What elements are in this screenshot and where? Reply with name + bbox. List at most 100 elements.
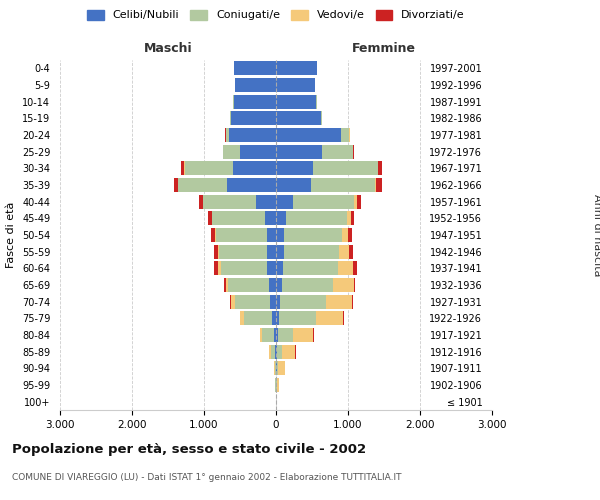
Bar: [185, 162, 233, 175]
Bar: [233, 162, 276, 175]
Bar: [276, 128, 341, 142]
Bar: [311, 178, 376, 192]
Bar: [244, 311, 272, 326]
Text: Anni di nascita: Anni di nascita: [592, 194, 600, 276]
Bar: [349, 244, 353, 259]
Bar: [276, 94, 316, 109]
Bar: [276, 361, 277, 376]
Bar: [211, 228, 215, 242]
Bar: [276, 344, 277, 359]
Bar: [239, 311, 241, 326]
Bar: [293, 194, 355, 209]
Bar: [277, 361, 278, 376]
Bar: [266, 261, 276, 276]
Text: Femmine: Femmine: [352, 42, 416, 55]
Bar: [333, 278, 354, 292]
Bar: [241, 311, 244, 326]
Bar: [226, 278, 229, 292]
Bar: [276, 62, 317, 76]
Bar: [283, 344, 295, 359]
Bar: [203, 194, 256, 209]
Bar: [284, 244, 340, 259]
Bar: [181, 162, 184, 175]
Bar: [271, 344, 275, 359]
Bar: [316, 311, 343, 326]
Bar: [276, 194, 293, 209]
Bar: [276, 144, 322, 159]
Legend: Celibi/Nubili, Coniugati/e, Vedovi/e, Divorziati/e: Celibi/Nubili, Coniugati/e, Vedovi/e, Di…: [87, 10, 465, 20]
Bar: [266, 228, 276, 242]
Bar: [221, 261, 266, 276]
Bar: [352, 294, 353, 308]
Bar: [276, 211, 286, 226]
Bar: [320, 112, 322, 126]
Bar: [229, 278, 269, 292]
Bar: [378, 162, 382, 175]
Bar: [240, 144, 276, 159]
Bar: [326, 294, 352, 308]
Text: COMUNE DI VIAREGGIO (LU) - Dati ISTAT 1° gennaio 2002 - Elaborazione TUTTITALIA.: COMUNE DI VIAREGGIO (LU) - Dati ISTAT 1°…: [12, 472, 401, 482]
Bar: [230, 294, 232, 308]
Bar: [322, 144, 353, 159]
Bar: [376, 178, 382, 192]
Bar: [226, 128, 229, 142]
Bar: [353, 261, 357, 276]
Bar: [354, 278, 355, 292]
Bar: [283, 261, 338, 276]
Bar: [276, 244, 284, 259]
Bar: [276, 162, 313, 175]
Bar: [235, 78, 276, 92]
Bar: [276, 278, 282, 292]
Bar: [278, 361, 284, 376]
Bar: [277, 378, 279, 392]
Bar: [276, 78, 315, 92]
Bar: [341, 128, 349, 142]
Bar: [340, 244, 349, 259]
Bar: [178, 178, 227, 192]
Bar: [219, 244, 266, 259]
Bar: [279, 311, 316, 326]
Bar: [276, 228, 284, 242]
Bar: [233, 62, 276, 76]
Bar: [353, 144, 355, 159]
Bar: [276, 112, 320, 126]
Bar: [229, 128, 276, 142]
Bar: [286, 211, 347, 226]
Bar: [342, 228, 349, 242]
Bar: [265, 211, 276, 226]
Bar: [269, 278, 276, 292]
Bar: [199, 194, 203, 209]
Bar: [270, 294, 276, 308]
Bar: [174, 178, 178, 192]
Bar: [214, 261, 218, 276]
Bar: [233, 94, 276, 109]
Bar: [313, 162, 377, 175]
Bar: [276, 261, 283, 276]
Bar: [230, 112, 276, 126]
Bar: [347, 211, 350, 226]
Bar: [272, 311, 276, 326]
Bar: [235, 294, 270, 308]
Bar: [280, 294, 326, 308]
Bar: [208, 211, 212, 226]
Bar: [349, 228, 352, 242]
Bar: [216, 228, 266, 242]
Bar: [276, 294, 280, 308]
Bar: [282, 278, 333, 292]
Bar: [343, 311, 344, 326]
Bar: [350, 211, 355, 226]
Bar: [215, 228, 216, 242]
Bar: [355, 194, 357, 209]
Bar: [274, 328, 276, 342]
Bar: [223, 144, 240, 159]
Text: Maschi: Maschi: [143, 42, 193, 55]
Bar: [224, 278, 226, 292]
Bar: [212, 211, 265, 226]
Bar: [218, 244, 219, 259]
Bar: [227, 178, 276, 192]
Bar: [357, 194, 361, 209]
Bar: [276, 328, 278, 342]
Bar: [276, 178, 311, 192]
Y-axis label: Fasce di età: Fasce di età: [7, 202, 16, 268]
Bar: [293, 328, 313, 342]
